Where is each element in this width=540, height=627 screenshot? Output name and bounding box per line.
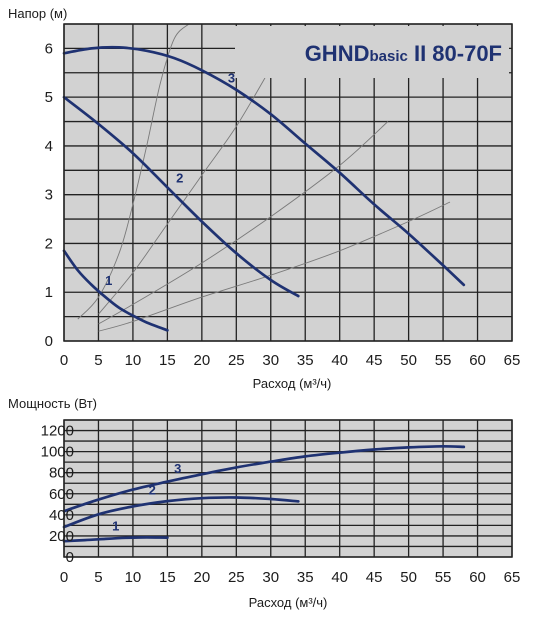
series-curve-2 xyxy=(62,496,300,529)
y-tick-label: 3 xyxy=(45,187,53,204)
system-curve xyxy=(98,201,451,332)
x-tick-label: 55 xyxy=(435,569,452,586)
curve-label: 3 xyxy=(174,461,181,476)
x-tick-label: 15 xyxy=(159,352,176,369)
y-axis-title: Мощность (Вт) xyxy=(8,396,97,411)
x-tick-label: 45 xyxy=(366,352,383,369)
plot-frame xyxy=(63,23,513,342)
x-tick-label: 65 xyxy=(504,569,521,586)
y-axis-title: Напор (м) xyxy=(8,6,67,21)
chart-title-text: GHNDbasic II 80-70F xyxy=(305,41,502,66)
series-curve-1 xyxy=(62,536,169,543)
x-tick-label: 20 xyxy=(194,352,211,369)
x-tick-label: 0 xyxy=(60,569,68,586)
x-tick-label: 50 xyxy=(400,569,417,586)
x-tick-label: 65 xyxy=(504,352,521,369)
system-curve xyxy=(98,67,272,315)
system-curve xyxy=(98,121,389,325)
y-tick-label: 400 xyxy=(49,507,74,524)
plot-frame xyxy=(63,419,513,558)
x-tick-label: 35 xyxy=(297,569,314,586)
x-tick-label: 15 xyxy=(159,569,176,586)
x-tick-label: 5 xyxy=(94,352,102,369)
y-tick-label: 1000 xyxy=(41,444,74,461)
series-curve-3 xyxy=(62,444,466,513)
x-tick-label: 25 xyxy=(228,352,245,369)
x-tick-label: 60 xyxy=(469,569,486,586)
x-tick-label: 40 xyxy=(331,569,348,586)
x-tick-label: 50 xyxy=(400,352,417,369)
chart-title-box xyxy=(235,26,509,78)
x-tick-label: 25 xyxy=(228,569,245,586)
y-tick-label: 800 xyxy=(49,465,74,482)
x-tick-label: 30 xyxy=(262,569,279,586)
y-tick-label: 5 xyxy=(45,89,53,106)
y-tick-label: 0 xyxy=(45,333,53,350)
y-tick-label: 1 xyxy=(45,284,53,301)
x-tick-label: 45 xyxy=(366,569,383,586)
series-curve-1 xyxy=(62,249,169,332)
chart-title-part: II 80-70F xyxy=(414,41,502,66)
y-tick-label: 200 xyxy=(49,528,74,545)
y-tick-label: 2 xyxy=(45,235,53,252)
series-curve-3 xyxy=(62,45,466,287)
curve-label: 1 xyxy=(105,273,112,288)
chart-title: GHNDbasic II 80-70F xyxy=(235,26,509,78)
y-tick-label: 6 xyxy=(45,40,53,57)
y-tick-label: 600 xyxy=(49,486,74,503)
chart-title-part: GHND xyxy=(305,41,370,66)
curve-label: 1 xyxy=(112,519,119,534)
curve-label: 2 xyxy=(176,171,183,186)
x-tick-label: 5 xyxy=(94,569,102,586)
x-axis-title: Расход (м³/ч) xyxy=(249,595,328,610)
x-axis-title: Расход (м³/ч) xyxy=(253,376,332,391)
x-tick-label: 35 xyxy=(297,352,314,369)
curve-label: 2 xyxy=(149,482,156,497)
y-tick-label: 1200 xyxy=(41,423,74,440)
x-tick-label: 20 xyxy=(194,569,211,586)
y-tick-label: 4 xyxy=(45,138,53,155)
x-tick-label: 0 xyxy=(60,352,68,369)
chart-title-part: basic xyxy=(369,48,407,65)
x-tick-label: 60 xyxy=(469,352,486,369)
series-curve-2 xyxy=(62,95,300,298)
x-tick-label: 55 xyxy=(435,352,452,369)
x-tick-label: 10 xyxy=(125,569,142,586)
y-tick-label: 0 xyxy=(66,549,74,566)
x-tick-label: 40 xyxy=(331,352,348,369)
curve-label: 3 xyxy=(228,71,235,86)
x-tick-label: 30 xyxy=(262,352,279,369)
x-tick-label: 10 xyxy=(125,352,142,369)
